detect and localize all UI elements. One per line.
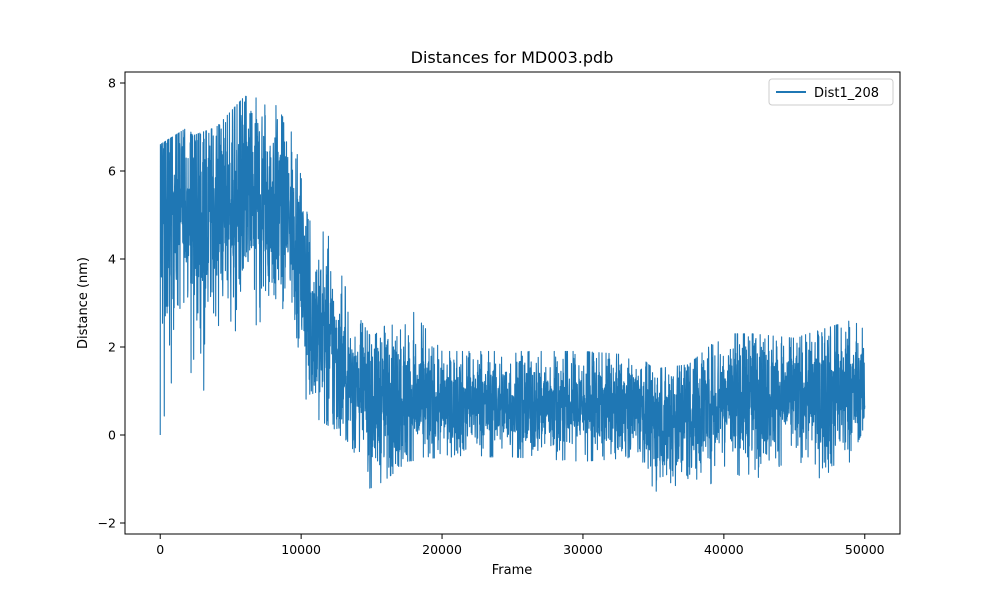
x-tick-label: 0 — [156, 542, 164, 557]
y-axis-label: Distance (nm) — [76, 257, 91, 349]
axes-frame — [124, 71, 901, 535]
y-tick-label: 4 — [108, 252, 116, 267]
y-tick-label: 6 — [108, 164, 116, 179]
y-tick-label: 0 — [108, 428, 116, 443]
legend: Dist1_208 — [768, 78, 894, 106]
x-tick-label: 40000 — [704, 542, 744, 557]
y-axis: −2 0 2 4 6 8 — [98, 76, 125, 531]
x-tick-label: 10000 — [281, 542, 321, 557]
y-tick-label: −2 — [98, 516, 116, 531]
x-axis-label: Frame — [492, 563, 533, 578]
legend-label-dist1-208: Dist1_208 — [814, 86, 879, 101]
plot-area: 0 10000 20000 30000 40000 50000 −2 0 2 4 6 8 — [98, 71, 901, 557]
legend-box — [768, 78, 894, 106]
x-axis: 0 10000 20000 30000 40000 50000 — [156, 534, 885, 557]
chart-title: Distances for MD003.pdb — [411, 48, 614, 67]
y-tick-label: 8 — [108, 76, 116, 91]
x-tick-label: 20000 — [422, 542, 462, 557]
x-tick-label: 50000 — [845, 542, 885, 557]
x-tick-label: 30000 — [563, 542, 603, 557]
series-line-dist1-208 — [159, 95, 866, 492]
series-layer — [159, 95, 866, 492]
y-tick-label: 2 — [108, 340, 116, 355]
